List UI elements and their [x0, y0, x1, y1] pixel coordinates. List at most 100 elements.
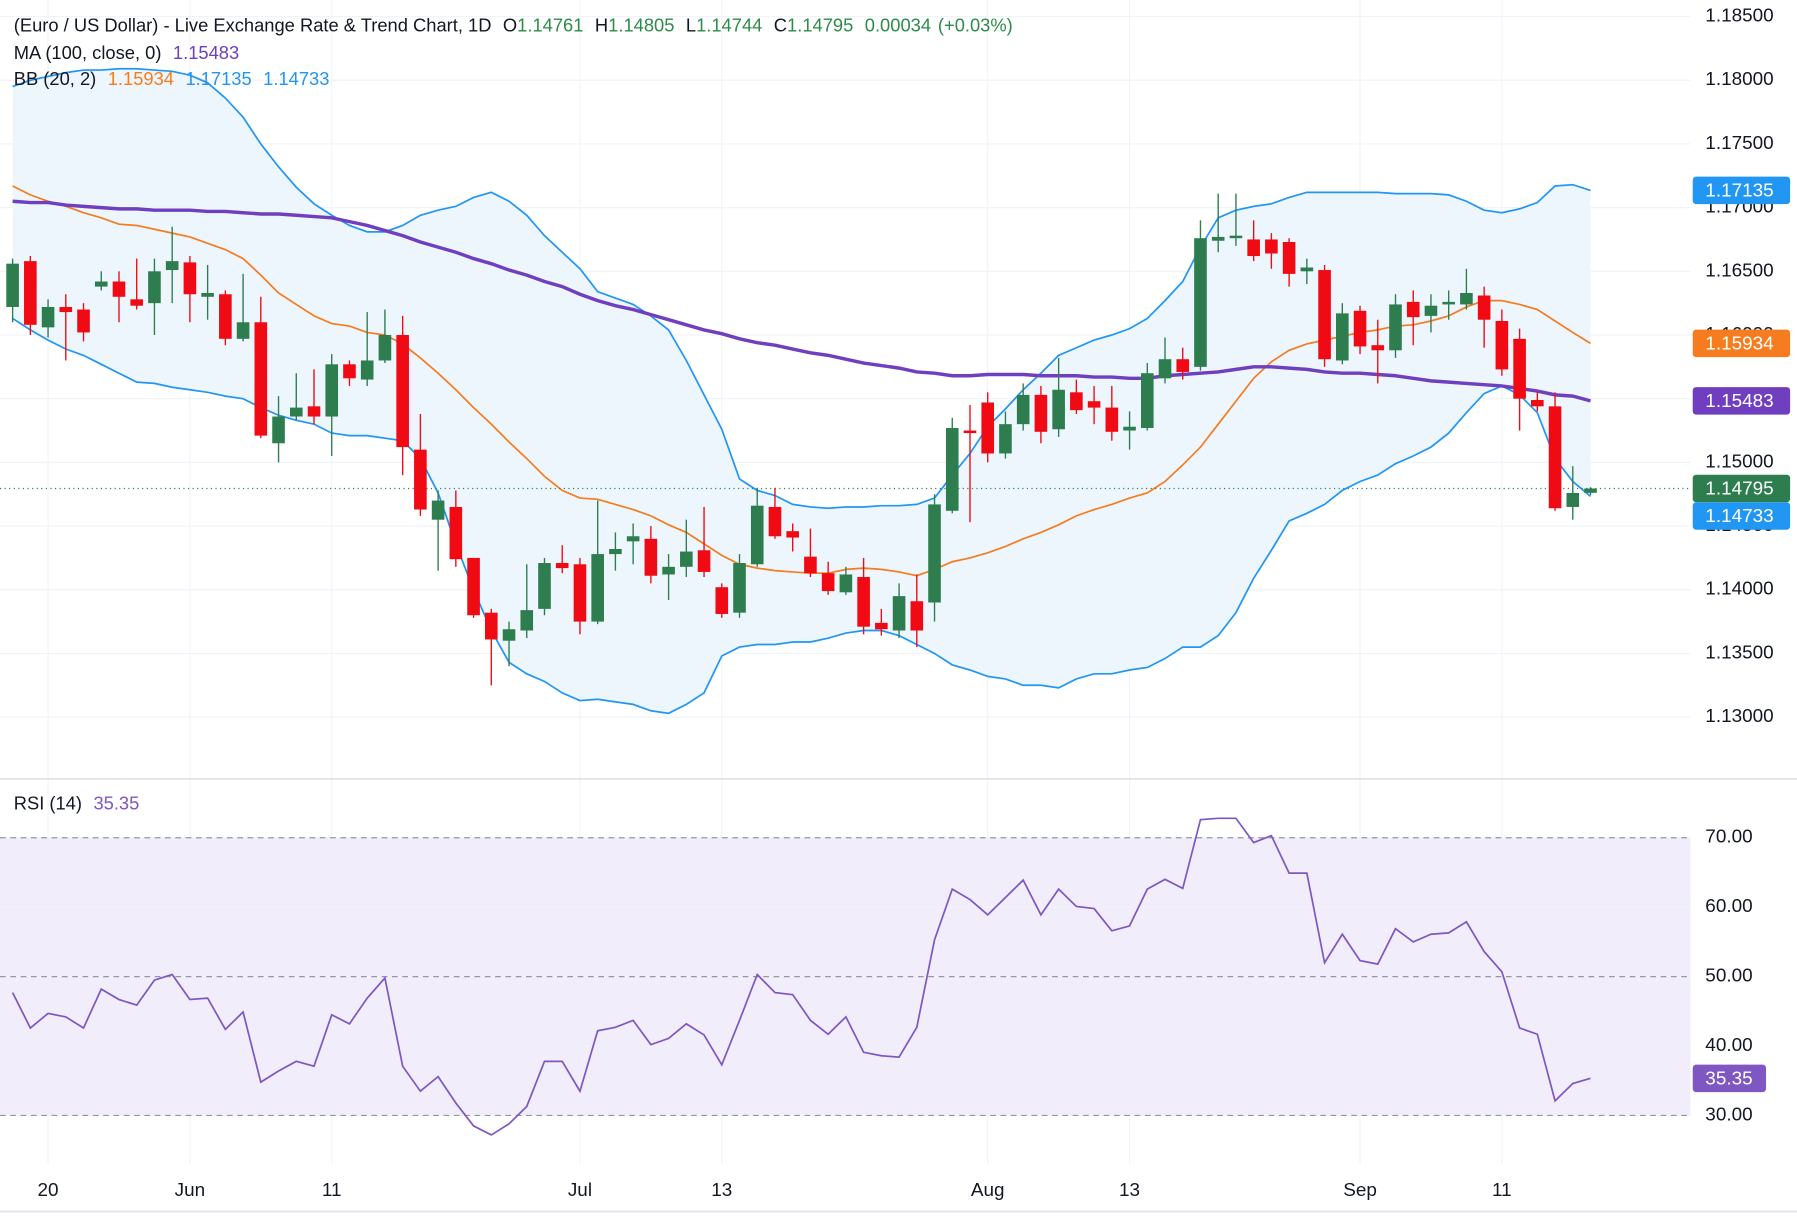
- candle-body: [449, 506, 463, 560]
- candle-body: [1105, 407, 1119, 432]
- candle-body: [786, 531, 800, 538]
- candle-body: [1389, 304, 1402, 351]
- price-tag: [1692, 502, 1791, 530]
- change: 0.00034: [865, 14, 931, 35]
- candle-body: [1371, 345, 1385, 351]
- price-tag: [1692, 474, 1791, 503]
- rsi-legend: RSI (14) 35.35: [14, 792, 140, 813]
- candle-body: [591, 554, 604, 622]
- candle-body: [148, 271, 161, 304]
- x-tick-label: Jul: [568, 1180, 592, 1201]
- candle-body: [431, 500, 445, 520]
- candle-body: [1336, 313, 1349, 361]
- y-tick-label: 1.17500: [1705, 133, 1773, 154]
- candle-body: [484, 612, 498, 640]
- candle-body: [981, 402, 995, 454]
- price-tag: [1692, 329, 1791, 358]
- candle-body: [378, 335, 392, 361]
- x-tick-label: Aug: [971, 1180, 1005, 1201]
- ma-line: [12, 199, 1591, 403]
- legend-name: BB (20, 2): [14, 68, 97, 89]
- candle-body: [1034, 394, 1048, 432]
- legend-value: 1.14733: [263, 68, 329, 89]
- y-tick-label: 1.13500: [1705, 642, 1773, 663]
- candle-body: [1211, 236, 1225, 241]
- x-tick-label: 20: [38, 1180, 59, 1201]
- candle-body: [892, 596, 906, 631]
- candle-body: [1495, 320, 1509, 370]
- candle-body: [662, 566, 675, 575]
- price-tag-label: 1.15483: [1705, 391, 1773, 412]
- candle-body: [130, 299, 144, 306]
- candle-body: [1052, 389, 1065, 430]
- candle-body: [1424, 305, 1438, 316]
- candle-body: [254, 322, 268, 436]
- candle-body: [555, 563, 569, 569]
- candle-body: [520, 610, 534, 631]
- price-tag-label: 1.14795: [1705, 479, 1773, 500]
- x-tick-label: Sep: [1343, 1180, 1377, 1201]
- candle-body: [236, 322, 250, 339]
- candle-body: [201, 292, 214, 297]
- bb-band-fill: [12, 68, 1591, 714]
- x-tick-label: 13: [1119, 1180, 1140, 1201]
- candle-body: [963, 430, 977, 434]
- x-tick-label: Jun: [175, 1180, 205, 1201]
- y-tick-label: 1.13000: [1705, 706, 1773, 727]
- candle-body: [165, 261, 179, 271]
- legend-value: 1.15934: [108, 68, 174, 89]
- candle-body: [307, 406, 321, 417]
- candle-body: [502, 629, 516, 641]
- candle-body: [999, 424, 1012, 454]
- ohlc-letter: H: [595, 14, 608, 35]
- candle-body: [94, 281, 108, 287]
- price-tag-label: 1.15934: [1705, 334, 1773, 355]
- candle-body: [1406, 301, 1420, 318]
- candle-body: [289, 407, 303, 417]
- x-tick-label: 13: [711, 1180, 732, 1201]
- ohlc-value: 1.14744: [696, 14, 762, 35]
- candle-body: [414, 449, 427, 510]
- candle-body: [41, 306, 55, 328]
- price-tag-label: 1.14733: [1705, 506, 1773, 527]
- plot: [0, 67, 1691, 1136]
- candle-body: [325, 364, 339, 417]
- candle-body: [1070, 392, 1083, 411]
- value-tag-label: 35.35: [1705, 1068, 1752, 1089]
- candle-body: [1513, 338, 1526, 399]
- candle-body: [24, 261, 37, 325]
- candle-body: [538, 563, 551, 609]
- ohlc-value: 1.14761: [517, 14, 583, 35]
- candle-body: [272, 416, 285, 444]
- candle-body: [219, 294, 232, 339]
- candle-body: [360, 360, 374, 380]
- chart-title: (Euro / US Dollar) - Live Exchange Rate …: [14, 14, 492, 35]
- ohlc-value: 1.14805: [608, 14, 674, 35]
- candle-body: [1247, 239, 1260, 257]
- candle-body: [839, 574, 853, 593]
- change-percent: (+0.03%): [938, 14, 1013, 35]
- price-tag: [1692, 387, 1791, 415]
- candle-body: [77, 309, 90, 333]
- header: (Euro / US Dollar) - Live Exchange Rate …: [14, 14, 1013, 35]
- bb-legend: BB (20, 2) 1.15934 1.17135 1.14733: [14, 68, 330, 89]
- candle-body: [1442, 301, 1455, 305]
- candle-body: [857, 577, 870, 627]
- ohlc-value: 1.14795: [787, 14, 853, 35]
- y-tick-label: 1.15000: [1705, 451, 1773, 472]
- y-tick-label: 1.18500: [1705, 6, 1773, 27]
- candle-body: [1282, 242, 1296, 274]
- bb-line: [12, 67, 1591, 510]
- rsi-line: [11, 817, 1591, 1136]
- y-tick-label: 60.00: [1705, 896, 1752, 917]
- candle-body: [875, 622, 888, 630]
- x-tick-label: 11: [1492, 1180, 1512, 1201]
- value-tag: [1692, 1064, 1767, 1093]
- candle-body: [59, 306, 73, 313]
- candle-body: [467, 557, 480, 616]
- candle-body: [1265, 239, 1278, 254]
- legend-value: 35.35: [93, 792, 139, 813]
- price-tag: [1692, 176, 1791, 205]
